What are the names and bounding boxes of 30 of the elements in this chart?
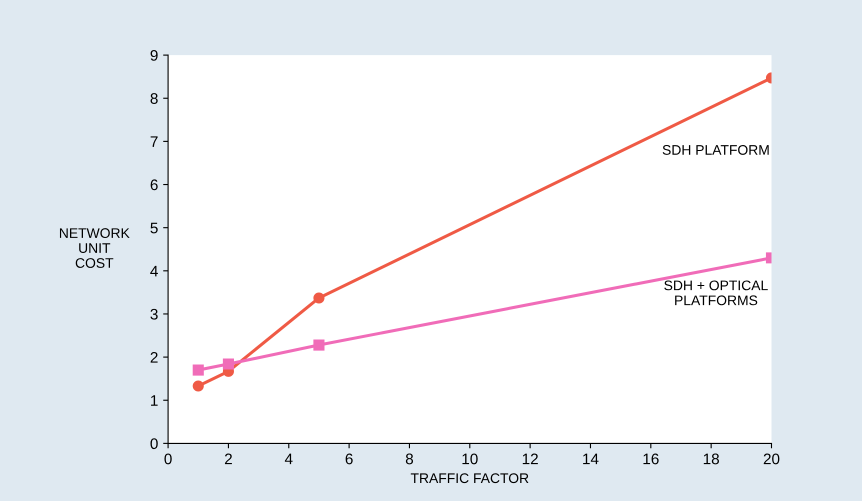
point [313, 292, 324, 304]
y-tick-label: 7 [150, 136, 158, 147]
series-label: SDH + OPTICAL PLATFORMS [664, 280, 768, 306]
x-tick-label: 14 [583, 454, 599, 464]
x-tick-label: 12 [522, 454, 538, 464]
x-tick-label: 4 [284, 454, 293, 464]
x-tick-label: 18 [704, 454, 719, 464]
x-tick-label: 16 [643, 454, 659, 464]
y-tick-label: 5 [150, 222, 158, 234]
y-tick-label: 2 [150, 352, 158, 363]
y-tick-label: 8 [150, 93, 158, 104]
x-tick-label: 2 [224, 454, 232, 464]
y-tick-label: 1 [151, 395, 158, 406]
point [192, 380, 204, 392]
x-tick-label: 10 [462, 454, 478, 464]
y-tick-label: 3 [150, 308, 158, 320]
x-axis-title: TRAFFIC FACTOR [410, 473, 528, 484]
series-label: SDH PLATFORM [662, 145, 769, 155]
x-tick-label: 20 [764, 454, 780, 464]
y-tick-label: 0 [150, 438, 158, 450]
y-tick-label: 9 [150, 50, 158, 61]
x-tick-label: 8 [406, 454, 414, 464]
point [192, 364, 204, 376]
x-tick-label: 6 [346, 454, 353, 464]
x-tick-label: 0 [164, 454, 172, 464]
y-tick-label: 6 [150, 179, 158, 190]
y-axis-title: NETWORK UNIT COST [60, 228, 130, 268]
y-tick-label: 4 [150, 266, 158, 276]
point [313, 339, 324, 351]
point [222, 358, 234, 370]
